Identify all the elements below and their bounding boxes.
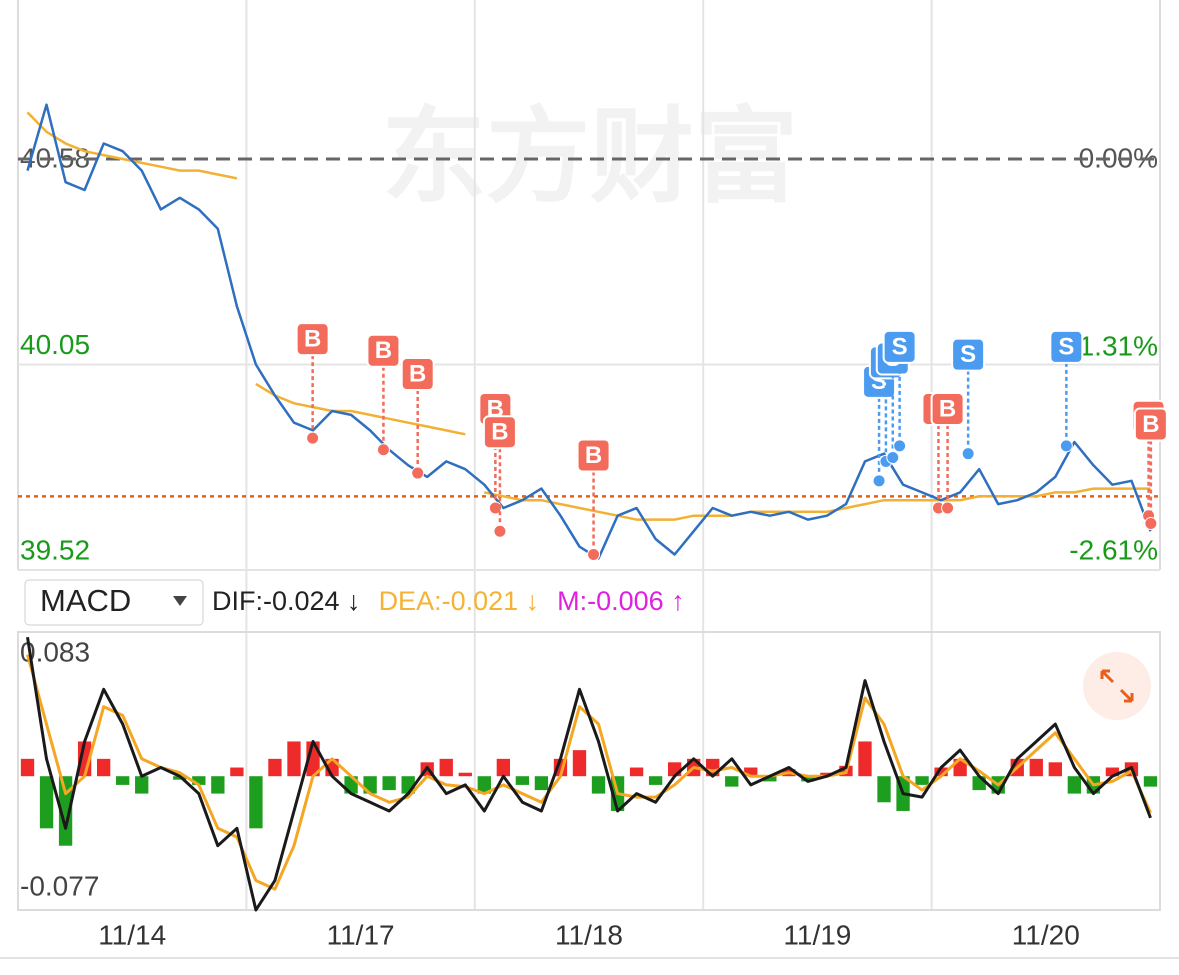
trade-badge: [930, 391, 965, 426]
y2-tick-label: -2.61%: [1069, 534, 1158, 565]
y-tick-label: 40.05: [20, 329, 90, 360]
trade-badge: [882, 329, 917, 364]
x-tick-label: 11/17: [327, 919, 395, 950]
x-tick-label: 11/19: [783, 919, 851, 950]
histogram-bar: [287, 741, 301, 777]
indicator-selector[interactable]: [24, 579, 204, 626]
histogram-bar: [1105, 767, 1120, 777]
trade-badge: [400, 357, 435, 392]
histogram-bar: [96, 758, 111, 777]
x-tick-label: 11/18: [555, 919, 623, 950]
expand-button[interactable]: [1083, 652, 1151, 720]
histogram-bar: [972, 776, 986, 791]
y2-tick-label: -1.31%: [1069, 330, 1158, 361]
trade-badge: [295, 322, 330, 357]
trade-badge-label: B: [304, 326, 321, 353]
expand-circle[interactable]: [1083, 652, 1151, 720]
x-tick-label: 11/14: [98, 919, 166, 950]
histogram-bar: [116, 776, 130, 785]
histogram-bar: [1048, 762, 1062, 777]
histogram-bar: [496, 758, 511, 777]
indicator-readout: M:-0.006 ↑: [557, 586, 685, 616]
histogram-bar: [458, 772, 472, 777]
histogram-bar: [382, 776, 396, 791]
dropdown-arrow: [173, 596, 187, 606]
histogram-bar: [763, 776, 777, 782]
trade-badge-label: S: [960, 341, 976, 368]
expand-icon[interactable]: [1100, 669, 1134, 703]
trade-point: [941, 501, 955, 515]
panel-border: [17, 631, 1161, 911]
trade-point: [1059, 439, 1073, 453]
trade-point: [376, 443, 390, 457]
y-tick-label: 39.52: [20, 534, 90, 565]
average-line: [484, 487, 1151, 521]
trade-badge: [576, 438, 611, 473]
x-tick-label: 11/20: [1012, 919, 1080, 950]
histogram-bar: [1067, 776, 1082, 794]
watermark: 东方财富: [382, 99, 798, 215]
indicator-readout: DIF:-0.024 ↓: [212, 586, 361, 616]
histogram-bar: [629, 767, 644, 777]
histogram-bar: [20, 758, 35, 777]
trade-point: [893, 439, 907, 453]
trade-badge: [366, 333, 401, 368]
trade-badge-label: B: [939, 395, 956, 422]
trade-point: [886, 451, 900, 465]
trade-badge-label: B: [585, 442, 602, 469]
background-layer: 东方财富: [17, 0, 1161, 911]
dif-line: [26, 636, 1152, 912]
histogram-bar: [477, 776, 491, 794]
histogram-bar: [230, 767, 244, 777]
histogram-bar: [915, 776, 929, 785]
histogram-bar: [58, 776, 73, 846]
histogram-bar: [192, 776, 206, 785]
histogram-bar: [1143, 776, 1158, 787]
histogram-bar: [268, 758, 282, 777]
trade-point: [493, 524, 507, 538]
histogram-bar: [249, 776, 263, 829]
histogram-bar: [725, 776, 739, 787]
trade-badge-label: B: [491, 419, 508, 446]
histogram-bar: [744, 767, 758, 777]
trade-badge-label: S: [892, 333, 908, 360]
trade-point: [872, 474, 886, 488]
trade-point: [411, 466, 425, 480]
y-tick-label: -0.077: [20, 870, 99, 901]
histogram-bar: [1029, 758, 1043, 777]
histogram-bar: [211, 776, 225, 794]
trade-badge-label: B: [409, 360, 426, 387]
histogram-bar: [801, 776, 815, 782]
histogram-bar: [534, 776, 549, 791]
histogram-bar: [439, 758, 453, 777]
trade-point: [587, 547, 601, 561]
histogram-bar: [591, 776, 606, 794]
trade-badge: [482, 415, 517, 450]
histogram-bar: [515, 776, 530, 785]
histogram-bar: [820, 772, 834, 777]
trade-badge-label: S: [1058, 333, 1074, 360]
trade-badge-label: B: [1142, 411, 1159, 438]
histogram-bar: [135, 776, 149, 794]
trade-badge: [951, 337, 986, 372]
trade-badge: [1133, 407, 1168, 442]
trade-point: [306, 431, 320, 445]
histogram-bar: [934, 767, 948, 777]
trade-point: [1144, 516, 1158, 530]
trade-point: [961, 447, 975, 461]
histogram-bar: [877, 776, 891, 803]
histogram-bar: [572, 750, 587, 777]
trade-point: [488, 501, 502, 515]
indicator-readout: DEA:-0.021 ↓: [379, 586, 540, 616]
dea-line: [26, 654, 1152, 891]
histogram-bar: [648, 776, 663, 785]
trade-badge: [1049, 329, 1084, 364]
average-line: [255, 382, 466, 436]
trade-badge-label: B: [375, 337, 392, 364]
histogram-bar: [858, 741, 872, 777]
histogram-bar: [39, 776, 54, 829]
indicator-name[interactable]: MACD: [40, 583, 131, 618]
